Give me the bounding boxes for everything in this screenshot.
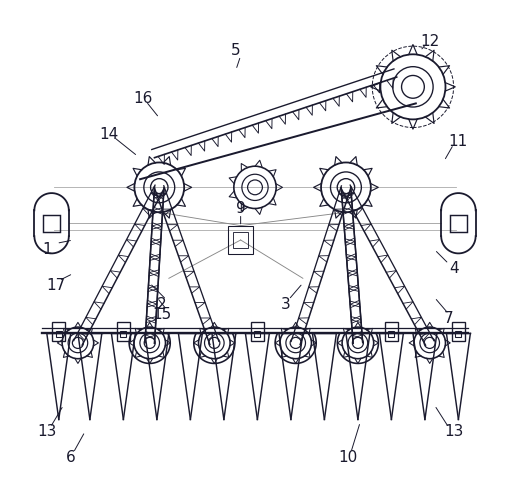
- Text: 1: 1: [42, 242, 51, 257]
- Bar: [455, 331, 461, 337]
- Bar: [228, 226, 252, 254]
- Text: 2: 2: [157, 297, 166, 312]
- Text: 6: 6: [66, 450, 75, 465]
- Text: 11: 11: [448, 134, 467, 149]
- Bar: [250, 322, 264, 341]
- Text: 5: 5: [231, 44, 240, 59]
- Bar: [43, 215, 60, 231]
- Bar: [233, 232, 248, 248]
- Bar: [120, 331, 126, 337]
- Text: 17: 17: [47, 278, 66, 293]
- Text: 13: 13: [443, 424, 462, 439]
- Bar: [117, 322, 130, 341]
- Text: 9: 9: [235, 202, 245, 216]
- Bar: [449, 215, 466, 231]
- Bar: [384, 322, 398, 341]
- Bar: [254, 331, 260, 337]
- Text: 15: 15: [152, 307, 171, 322]
- Text: 16: 16: [132, 91, 152, 106]
- Text: 4: 4: [448, 261, 458, 276]
- Bar: [55, 331, 62, 337]
- Text: 10: 10: [338, 450, 357, 465]
- Bar: [451, 322, 464, 341]
- Text: 3: 3: [280, 297, 291, 312]
- Bar: [388, 331, 393, 337]
- Text: 14: 14: [99, 127, 119, 142]
- Text: 13: 13: [37, 424, 56, 439]
- Text: 7: 7: [443, 312, 453, 326]
- Text: 12: 12: [419, 34, 438, 49]
- Bar: [52, 322, 65, 341]
